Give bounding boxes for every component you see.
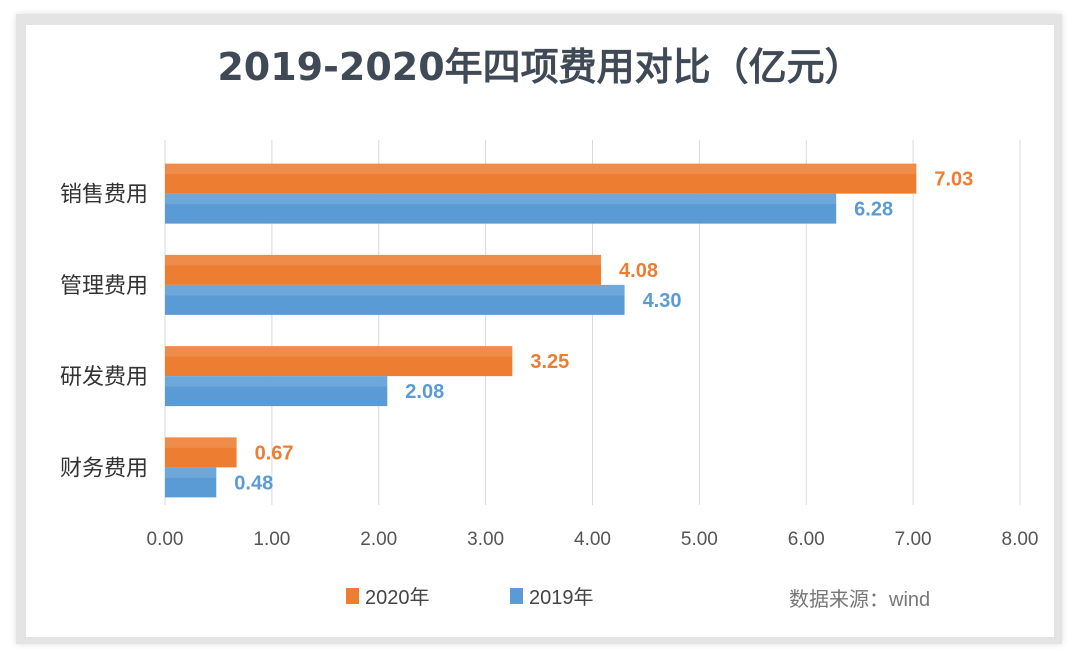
- bar-2020: [165, 163, 917, 194]
- chart-area: [26, 25, 1054, 637]
- data-label: 0.67: [255, 442, 294, 464]
- bar-highlight: [165, 376, 388, 387]
- category-label: 管理费用: [60, 274, 148, 299]
- x-tick-label: 6.00: [788, 529, 825, 550]
- bar-highlight: [165, 163, 917, 175]
- bar-2020: [165, 437, 237, 468]
- bar-highlight: [165, 346, 513, 357]
- data-label: 4.30: [643, 290, 682, 312]
- x-tick-label: 8.00: [1002, 529, 1039, 550]
- x-tick-label: 4.00: [574, 529, 611, 550]
- chart-title: 2019-2020年四项费用对比（亿元）: [217, 45, 862, 89]
- bar-highlight: [165, 437, 237, 448]
- legend-swatch-2020: [346, 588, 359, 604]
- legend-swatch-2019: [510, 588, 523, 604]
- x-tick-label: 1.00: [253, 529, 290, 550]
- x-tick-label: 3.00: [467, 529, 504, 550]
- x-tick-label: 2.00: [360, 529, 397, 550]
- category-label: 销售费用: [60, 183, 148, 208]
- category-label: 财务费用: [60, 456, 148, 481]
- legend-label-2020: 2020年: [365, 586, 430, 609]
- data-label: 4.08: [619, 260, 658, 282]
- x-tick-label: 7.00: [895, 529, 932, 550]
- bar-highlight: [165, 467, 217, 478]
- category-label: 研发费用: [60, 365, 148, 390]
- bar-2020: [165, 254, 602, 285]
- data-label: 6.28: [854, 199, 893, 221]
- data-label: 0.48: [234, 472, 273, 494]
- bar-2020: [165, 346, 513, 377]
- x-tick-label: 5.00: [681, 529, 718, 550]
- source-note: 数据来源：wind: [789, 588, 930, 611]
- bar-highlight: [165, 193, 837, 205]
- x-tick-label: 0.00: [147, 529, 184, 550]
- bar-highlight: [165, 254, 602, 266]
- data-label: 2.08: [405, 381, 444, 403]
- bar-2019: [165, 376, 388, 407]
- bar-2019: [165, 284, 625, 315]
- data-label: 7.03: [934, 169, 973, 191]
- bar-highlight: [165, 284, 625, 296]
- bar-2019: [165, 193, 837, 224]
- bar-2019: [165, 467, 217, 498]
- data-label: 3.25: [530, 351, 569, 373]
- legend-label-2019: 2019年: [529, 586, 594, 609]
